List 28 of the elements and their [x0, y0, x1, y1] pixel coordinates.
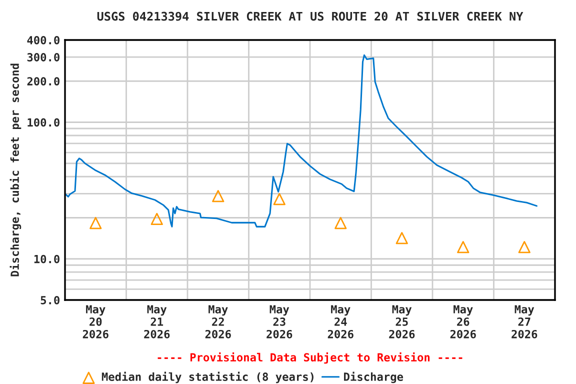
y-tick-label: 400.0	[27, 36, 60, 44]
line-series	[65, 54, 538, 228]
chart-title: USGS 04213394 SILVER CREEK AT US ROUTE 20 AT SILVER CREEK NY	[97, 12, 524, 21]
y-tick-label: 10.0	[34, 254, 60, 264]
y-tick-label: 5.0	[40, 296, 60, 304]
y-tick-label: 200.0	[27, 77, 60, 86]
y-axis-title: Discharge, cubic feet per second	[10, 64, 22, 276]
x-tick-label: May 23 2026	[266, 305, 292, 338]
x-tick-label: May 20 2026	[82, 305, 108, 338]
legend-label: Discharge	[344, 372, 404, 384]
x-tick-label: May 21 2026	[144, 305, 170, 338]
x-tick-label: May 27 2026	[512, 305, 538, 338]
point	[273, 192, 286, 206]
point	[150, 212, 163, 226]
y-tick-label: 300.0	[27, 53, 60, 62]
point	[90, 216, 102, 230]
point	[334, 216, 347, 230]
point	[518, 241, 530, 254]
x-tick-label: May 25 2026	[389, 305, 415, 338]
x-tick-label: May 26 2026	[450, 305, 476, 338]
y-tick-label: 100.0	[28, 118, 60, 127]
point	[212, 190, 224, 202]
text: ---- Provisional Data Subject to Revision ----	[158, 352, 462, 364]
x-tick-label: May 24 2026	[328, 305, 354, 338]
point	[396, 232, 408, 244]
point	[457, 241, 470, 254]
legend-label: Median daily statistic (8 years)	[102, 372, 314, 384]
x-tick-label: May 22 2026	[205, 305, 231, 338]
